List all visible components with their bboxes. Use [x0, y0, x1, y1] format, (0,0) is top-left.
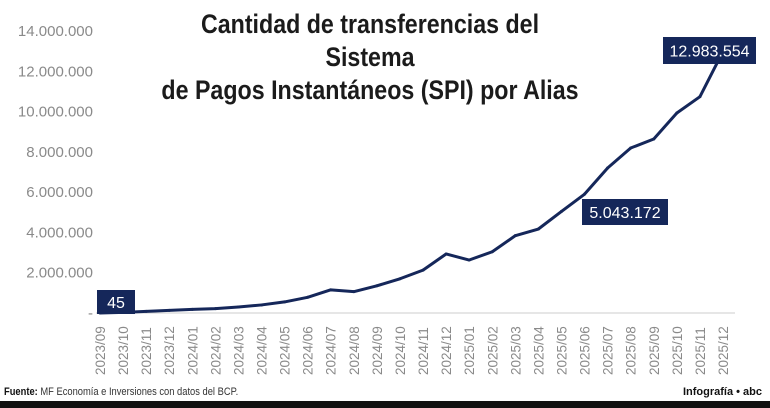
data-point — [652, 137, 656, 141]
x-tick-label: 2023/11 — [139, 327, 154, 375]
x-tick-label: 2024/05 — [278, 326, 293, 375]
y-tick-label: 4.000.000 — [26, 224, 93, 241]
data-point — [329, 288, 333, 292]
bottom-bar — [0, 401, 770, 408]
data-point — [144, 309, 148, 313]
x-tick-label: 2023/10 — [116, 326, 131, 375]
y-tick-label: 2.000.000 — [26, 265, 93, 282]
title-line-2: de Pagos Instantáneos (SPI) por Alias — [161, 75, 579, 105]
x-tick-label: 2023/09 — [93, 326, 108, 375]
data-point — [190, 307, 194, 311]
data-point — [675, 111, 679, 115]
x-tick-label: 2024/08 — [347, 326, 362, 375]
x-tick-label: 2025/02 — [485, 326, 500, 375]
x-tick-label: 2024/07 — [324, 326, 339, 375]
data-point — [536, 227, 540, 231]
data-point — [260, 303, 264, 307]
data-point — [467, 258, 471, 262]
x-tick-label: 2025/12 — [716, 326, 731, 375]
data-point — [559, 209, 563, 213]
x-tick-label: 2025/11 — [693, 327, 708, 375]
x-tick-label: 2025/10 — [670, 326, 685, 375]
x-tick-label: 2024/09 — [370, 326, 385, 375]
data-point — [375, 284, 379, 288]
y-tick-label: 14.000.000 — [18, 23, 93, 40]
y-tick-label: 12.000.000 — [18, 63, 93, 80]
x-tick-label: 2025/07 — [601, 326, 616, 375]
annotation-label: 5.043.172 — [589, 205, 660, 222]
x-tick-label: 2024/02 — [208, 326, 223, 375]
source-text: MF Economía e Inversiones con datos del … — [37, 386, 239, 398]
x-tick-label: 2024/11 — [416, 327, 431, 375]
y-tick-label: - — [88, 305, 93, 322]
data-point — [606, 166, 610, 170]
annotation-label: 12.983.554 — [669, 44, 749, 61]
chart-title: Cantidad de transferencias del Sistema d… — [155, 8, 585, 107]
x-tick-label: 2024/12 — [439, 326, 454, 375]
data-point — [398, 277, 402, 281]
x-tick-label: 2025/08 — [624, 326, 639, 375]
x-tick-label: 2024/10 — [393, 326, 408, 375]
source-note: Fuente: MF Economía e Inversiones con da… — [4, 386, 238, 398]
x-tick-label: 2025/01 — [462, 326, 477, 375]
data-point — [629, 146, 633, 150]
data-point — [167, 308, 171, 312]
data-point — [444, 252, 448, 256]
data-point — [490, 250, 494, 254]
x-tick-label: 2024/06 — [301, 326, 316, 375]
annotation-label: 45 — [107, 295, 125, 312]
title-line-1: Cantidad de transferencias del Sistema — [200, 9, 540, 72]
y-tick-label: 10.000.000 — [18, 104, 93, 121]
source-label: Fuente: — [4, 386, 38, 398]
x-tick-label: 2025/03 — [508, 326, 523, 375]
x-tick-label: 2024/03 — [231, 326, 246, 375]
credit: Infografía • abc — [682, 386, 762, 398]
data-point — [213, 307, 217, 311]
annotation-box — [97, 290, 135, 314]
data-point — [583, 192, 587, 196]
series-line — [99, 50, 725, 315]
y-tick-label: 6.000.000 — [26, 184, 93, 201]
data-point — [513, 234, 517, 238]
x-tick-label: 2025/05 — [554, 326, 569, 375]
data-point — [306, 295, 310, 299]
x-tick-label: 2025/06 — [578, 326, 593, 375]
data-point — [698, 95, 702, 99]
x-tick-label: 2023/12 — [162, 326, 177, 375]
annotation-box — [582, 199, 668, 225]
x-tick-label: 2025/04 — [531, 326, 546, 375]
x-tick-label: 2025/09 — [647, 326, 662, 375]
data-point — [283, 300, 287, 304]
data-point — [421, 268, 425, 272]
data-point — [352, 290, 356, 294]
y-tick-label: 8.000.000 — [26, 144, 93, 161]
x-tick-label: 2024/04 — [255, 326, 270, 375]
x-tick-label: 2024/01 — [185, 326, 200, 375]
annotation-box — [663, 37, 756, 64]
data-point — [236, 305, 240, 309]
